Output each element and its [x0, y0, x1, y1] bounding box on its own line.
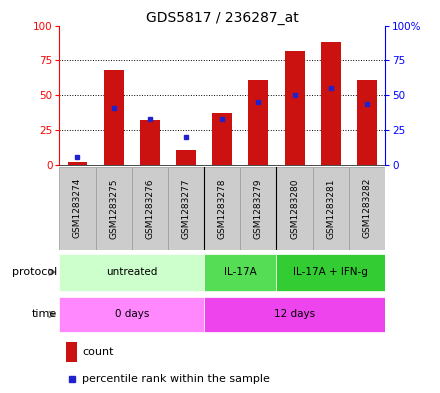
Text: GSM1283278: GSM1283278 [218, 178, 227, 239]
Bar [212, 114, 232, 165]
Bar [240, 167, 276, 250]
Text: GSM1283279: GSM1283279 [254, 178, 263, 239]
Bar [204, 253, 276, 291]
Text: 0 days: 0 days [114, 309, 149, 320]
Bar [95, 167, 132, 250]
Bar [285, 51, 304, 165]
Bar [59, 297, 204, 332]
Text: 12 days: 12 days [274, 309, 315, 320]
Text: GSM1283276: GSM1283276 [145, 178, 154, 239]
Bar [204, 297, 385, 332]
Text: percentile rank within the sample: percentile rank within the sample [82, 374, 270, 384]
Bar [276, 167, 313, 250]
Bar [104, 70, 124, 165]
Bar [68, 162, 88, 165]
Bar [59, 167, 95, 250]
Bar [176, 150, 196, 165]
Bar [66, 342, 77, 362]
Bar [132, 167, 168, 250]
Bar [357, 80, 377, 165]
Text: time: time [32, 309, 57, 320]
Text: GSM1283275: GSM1283275 [109, 178, 118, 239]
Text: GSM1283282: GSM1283282 [363, 178, 371, 239]
Text: untreated: untreated [106, 267, 158, 277]
Bar [276, 253, 385, 291]
Title: GDS5817 / 236287_at: GDS5817 / 236287_at [146, 11, 299, 24]
Text: count: count [82, 347, 114, 357]
Text: GSM1283281: GSM1283281 [326, 178, 335, 239]
Bar [313, 167, 349, 250]
Bar [204, 167, 240, 250]
Text: IL-17A + IFN-g: IL-17A + IFN-g [293, 267, 368, 277]
Text: IL-17A: IL-17A [224, 267, 257, 277]
Text: protocol: protocol [12, 267, 57, 277]
Bar [59, 253, 204, 291]
Bar [349, 167, 385, 250]
Text: GSM1283280: GSM1283280 [290, 178, 299, 239]
Text: GSM1283277: GSM1283277 [182, 178, 191, 239]
Bar [321, 42, 341, 165]
Bar [140, 120, 160, 165]
Bar [249, 80, 268, 165]
Bar [168, 167, 204, 250]
Text: GSM1283274: GSM1283274 [73, 178, 82, 239]
